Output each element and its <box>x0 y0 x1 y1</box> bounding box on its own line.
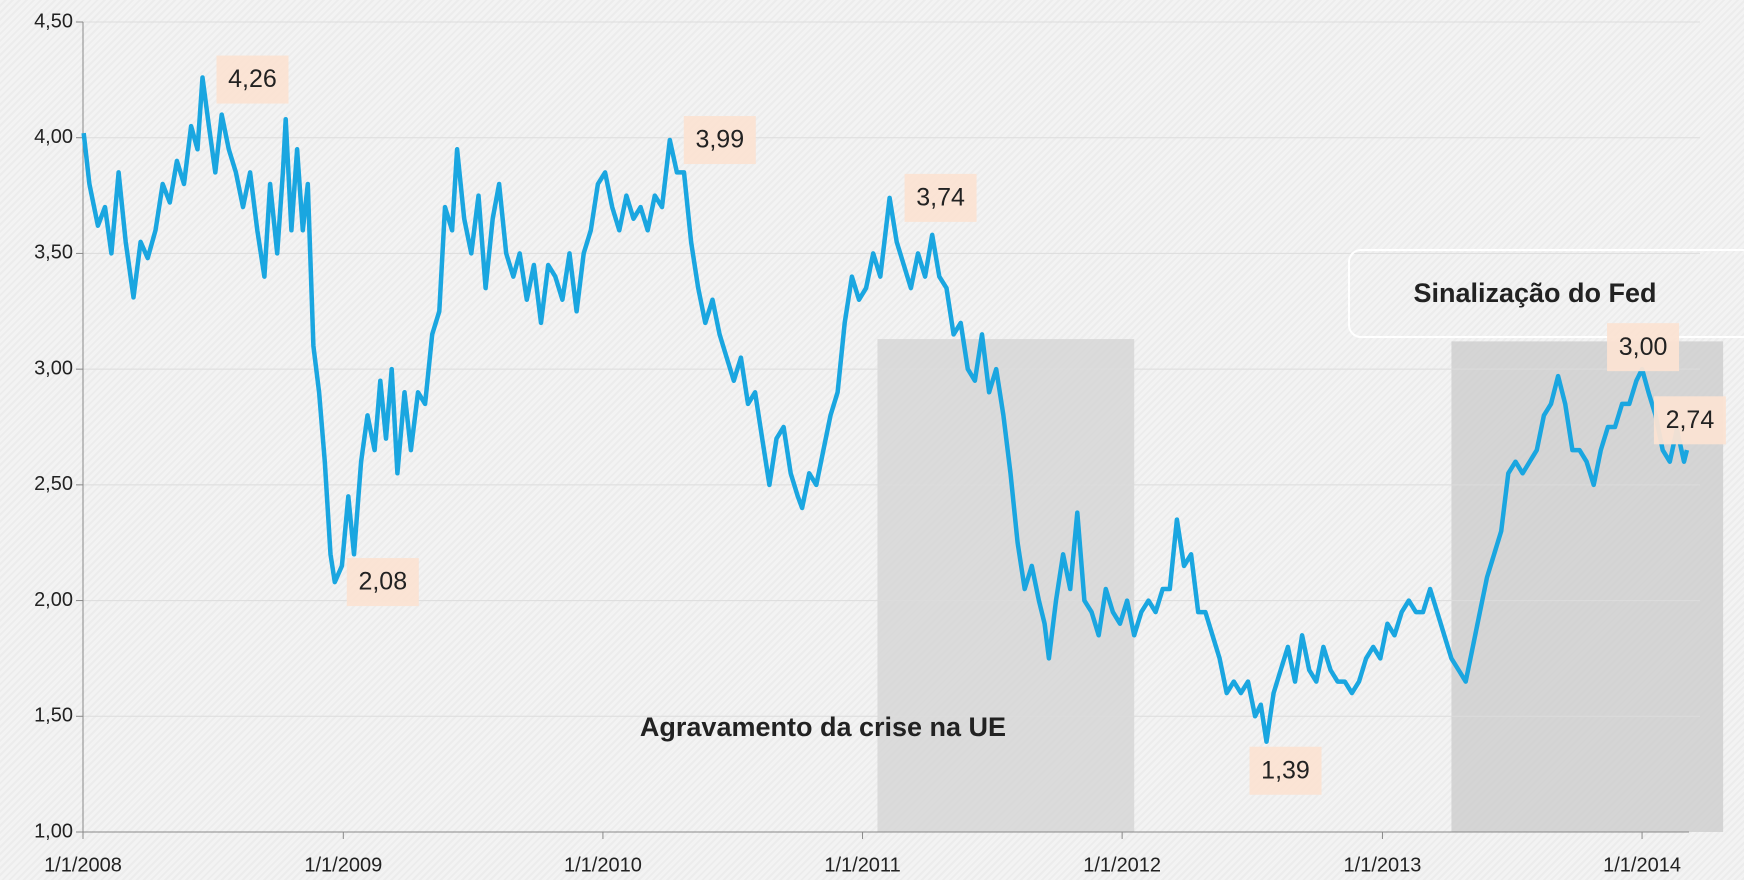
x-tick-label: 1/1/2012 <box>1083 854 1161 876</box>
x-tick-label: 1/1/2009 <box>304 854 382 876</box>
x-tick-label: 1/1/2011 <box>824 854 900 876</box>
annotation-label: 3,74 <box>916 183 965 211</box>
annotation-box <box>1607 323 1680 372</box>
y-tick-label: 2,50 <box>34 473 73 495</box>
x-tick-label: 1/1/2014 <box>1603 854 1681 876</box>
annotation-box <box>216 55 289 104</box>
region-label: Agravamento da crise na UE <box>640 712 1006 742</box>
y-tick-label: 3,00 <box>34 357 73 379</box>
region-label: Sinalização do Fed <box>1413 278 1656 308</box>
y-tick-label: 2,00 <box>34 589 73 611</box>
annotation-label: 2,74 <box>1666 406 1715 434</box>
x-tick-label: 1/1/2013 <box>1344 854 1422 876</box>
x-tick-label: 1/1/2008 <box>44 854 122 876</box>
annotation-label: 3,00 <box>1619 333 1668 361</box>
annotation-label: 3,99 <box>695 126 744 154</box>
y-tick-label: 4,00 <box>34 126 73 148</box>
annotation-box <box>904 173 977 222</box>
y-tick-label: 3,50 <box>34 242 73 264</box>
annotation-label: 4,26 <box>228 65 277 93</box>
data-line <box>81 75 1690 744</box>
y-tick-label: 1,00 <box>34 820 73 842</box>
annotation-box <box>683 116 756 165</box>
y-tick-label: 1,50 <box>34 705 73 727</box>
annotation-label: 1,39 <box>1261 756 1310 784</box>
annotation-box <box>1249 746 1322 795</box>
x-tick-label: 1/1/2010 <box>564 854 642 876</box>
annotation-box <box>346 558 419 607</box>
shaded-region <box>877 339 1135 832</box>
annotation-label: 2,08 <box>358 568 407 596</box>
y-tick-label: 4,50 <box>34 10 73 32</box>
annotation-box <box>1653 396 1726 445</box>
region-label-box <box>1348 249 1744 338</box>
